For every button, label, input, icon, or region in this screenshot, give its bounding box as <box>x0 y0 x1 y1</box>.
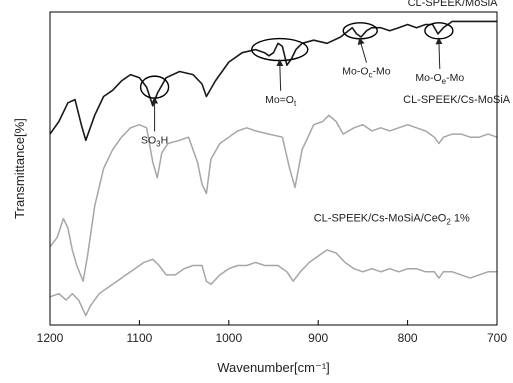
peak-label-2: Mo=Ot <box>265 94 297 108</box>
series-labels: CL-SPEEK/MoSiA CL-SPEEK/Cs-MoSiA CL-SPEEK/… <box>314 0 511 227</box>
y-axis-title: Transmittance[%] <box>12 118 27 219</box>
x-tick-label-1000: 1000 <box>215 331 242 345</box>
series-label-2: CL-SPEEK/Cs-MoSiA <box>403 94 511 106</box>
peak-label-4: Mo-Oe-Mo <box>415 72 464 86</box>
series-label-3: CL-SPEEK/Cs-MoSiA/CeO2 1% <box>314 213 470 227</box>
peak-annotations: SO3H Mo=Ot Mo-Oc-Mo Mo-Oe-Mo <box>139 22 464 148</box>
peak-label-1: SO3H <box>141 134 168 148</box>
peak-label-3: Mo-Oc-Mo <box>342 66 390 80</box>
series-line-cl-speek-cs-mosia-ceo-1 <box>49 249 497 317</box>
x-tick-label-800: 800 <box>398 331 418 345</box>
series-line-cl-speek-cs-mosia <box>49 114 498 282</box>
series-line-cl-speek-mosia <box>49 20 497 142</box>
x-axis-title: Wavenumber[cm⁻¹] <box>217 360 330 375</box>
x-tick-label-1200: 1200 <box>37 331 64 345</box>
series-label-1: CL-SPEEK/MoSiA <box>408 0 499 9</box>
x-axis-ticks: 1200 1100 1000 900 800 700 <box>37 320 507 345</box>
x-tick-label-900: 900 <box>308 331 328 345</box>
peak-arrow-3 <box>357 37 367 63</box>
peak-arrow-2 <box>276 59 284 91</box>
x-tick-label-1100: 1100 <box>126 331 152 345</box>
peak-circle-4 <box>424 22 454 40</box>
peak-circle-2 <box>251 37 309 62</box>
x-tick-label-700: 700 <box>487 331 507 345</box>
peak-arrow-4 <box>435 37 443 69</box>
series-lines <box>49 20 498 317</box>
peak-circle-1 <box>139 75 170 99</box>
plot-frame <box>49 11 498 326</box>
